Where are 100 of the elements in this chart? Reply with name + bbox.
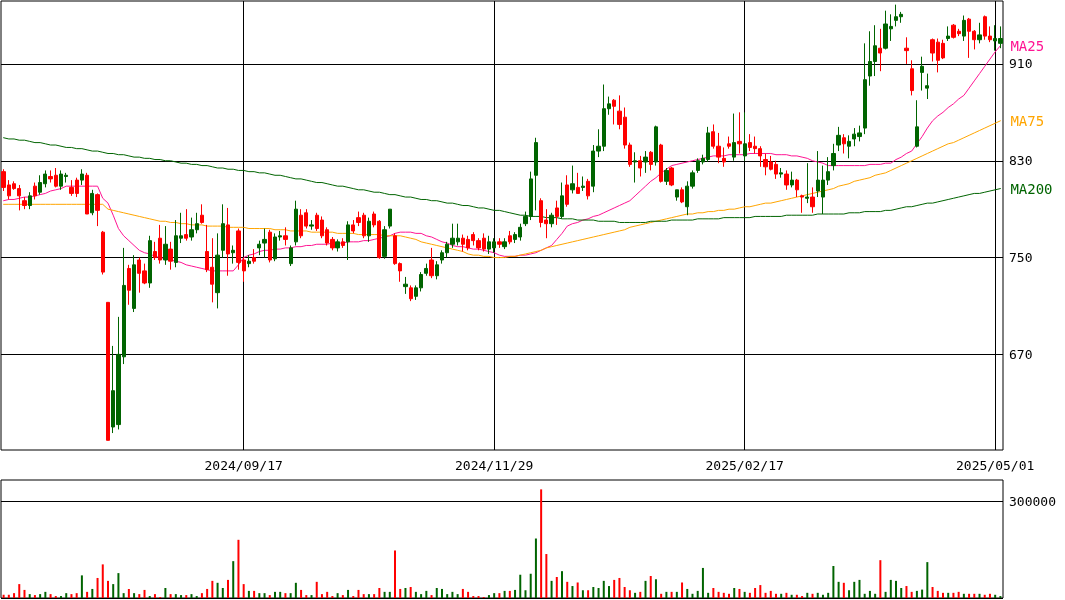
bar [185,595,188,598]
bar [190,594,193,598]
x-tick-label: 2025/02/17 [705,458,784,473]
bar [806,592,809,598]
candlestick [800,194,804,214]
bar [921,589,924,598]
bar [493,593,496,598]
bar [519,574,522,598]
bar [540,489,543,598]
bar [628,590,631,598]
bar [889,579,892,598]
candlestick [570,165,575,194]
bar [634,592,637,598]
candlestick [565,174,569,208]
candlestick [831,143,836,171]
bar [769,590,772,598]
bar [910,591,913,598]
bar [143,589,146,598]
candlestick [148,235,152,289]
bar [790,594,793,598]
bar [112,584,115,598]
bar [414,591,417,598]
x-tick-label: 2025/05/01 [956,458,1035,473]
bar [237,539,240,598]
bar [868,590,871,598]
candlestick [221,203,225,259]
bar [639,591,642,598]
bar [268,595,271,598]
candlestick [163,225,168,266]
bar [117,573,120,598]
bar [654,579,657,598]
bar [174,594,177,598]
candlestick [247,254,251,268]
candlestick [586,178,590,200]
bar [70,594,73,598]
candlestick [424,263,428,277]
candlestick [737,111,742,154]
bar [675,591,678,598]
bar [858,579,861,598]
candlestick [946,25,950,42]
bar [534,538,537,598]
bar [936,590,939,598]
bar [842,582,845,598]
candlestick [409,284,413,302]
candlestick [508,230,512,245]
line-series [3,120,1001,259]
bar [446,594,449,598]
bar [65,593,68,598]
bar [388,591,391,598]
bar [508,590,511,598]
candlestick [80,168,84,186]
candlestick [346,220,350,261]
bar [649,576,652,598]
y-tick-label: 910 [1009,56,1033,72]
bar [780,593,783,598]
bar [326,591,329,598]
bar [973,593,976,598]
bar [728,593,731,598]
candlestick [847,134,851,159]
candlestick [612,98,616,125]
candlestick [502,237,507,250]
bar [957,591,960,598]
candlestick [790,171,794,188]
candlestick [727,136,731,150]
candlestick [638,155,642,177]
bar [941,592,944,598]
candlestick [268,229,272,263]
bar [795,594,798,598]
bar [253,590,256,598]
bar [743,591,746,598]
bar [451,591,454,598]
bar [430,595,433,598]
candlestick [382,225,387,260]
bar [101,564,104,598]
bar [86,591,89,598]
bar [315,581,318,598]
bar [863,593,866,598]
bar [602,580,605,598]
bar [373,594,376,598]
bar [273,591,276,598]
bar [717,591,720,598]
line-series [3,45,1001,272]
candlestick [810,186,815,214]
bar [874,593,877,598]
series-label: MA200 [1010,180,1053,197]
bar [294,582,297,598]
bar [133,593,136,598]
bar [28,594,31,598]
bar [905,586,908,598]
candlestick [669,166,674,187]
bar [23,589,26,598]
bar [138,594,141,598]
bar [983,594,986,598]
bar [467,591,470,598]
bar [2,594,5,598]
bar [122,593,125,598]
bar [879,560,882,598]
bar [487,595,490,598]
bar [613,579,616,598]
candlestick [335,238,340,253]
